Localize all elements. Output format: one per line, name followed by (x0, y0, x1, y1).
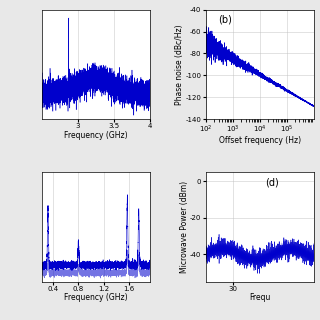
Text: (b): (b) (219, 15, 233, 25)
Y-axis label: Microwave Power (dBm): Microwave Power (dBm) (180, 181, 189, 273)
Text: (d): (d) (265, 177, 279, 187)
Y-axis label: Phase noise (dBc/Hz): Phase noise (dBc/Hz) (175, 24, 184, 105)
X-axis label: Frequency (GHz): Frequency (GHz) (64, 131, 127, 140)
X-axis label: Frequency (GHz): Frequency (GHz) (64, 293, 127, 302)
X-axis label: Frequ: Frequ (249, 293, 270, 302)
X-axis label: Offset frequency (Hz): Offset frequency (Hz) (219, 136, 301, 145)
